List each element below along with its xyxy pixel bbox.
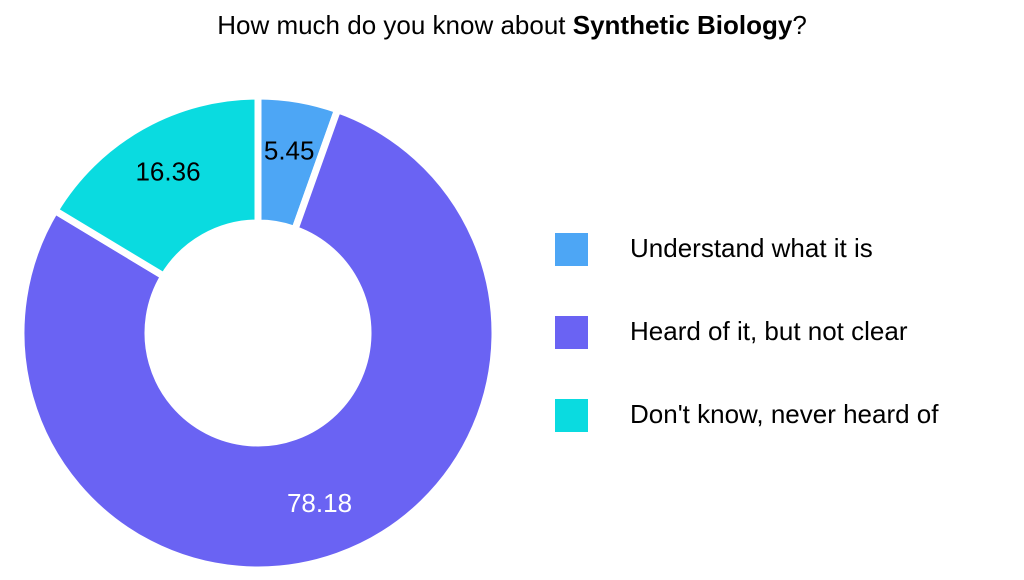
- slice-label: 78.18: [287, 488, 352, 518]
- slice-label: 5.45: [264, 136, 315, 166]
- title-bold: Synthetic Biology: [573, 10, 793, 40]
- donut-slice: [17, 105, 499, 574]
- legend-text: Don't know, never heard of: [630, 399, 939, 429]
- legend-swatch: [555, 316, 588, 349]
- title-text: ?: [792, 10, 806, 40]
- legend-swatch: [555, 399, 588, 432]
- legend-text: Heard of it, but not clear: [630, 316, 908, 346]
- chart-title: How much do you know about Synthetic Bio…: [217, 10, 807, 40]
- donut-slice: [50, 92, 262, 281]
- slice-label: 16.36: [135, 157, 200, 187]
- title-text: How much do you know about: [217, 10, 573, 40]
- legend-text: Understand what it is: [630, 233, 873, 263]
- legend-swatch: [555, 233, 588, 266]
